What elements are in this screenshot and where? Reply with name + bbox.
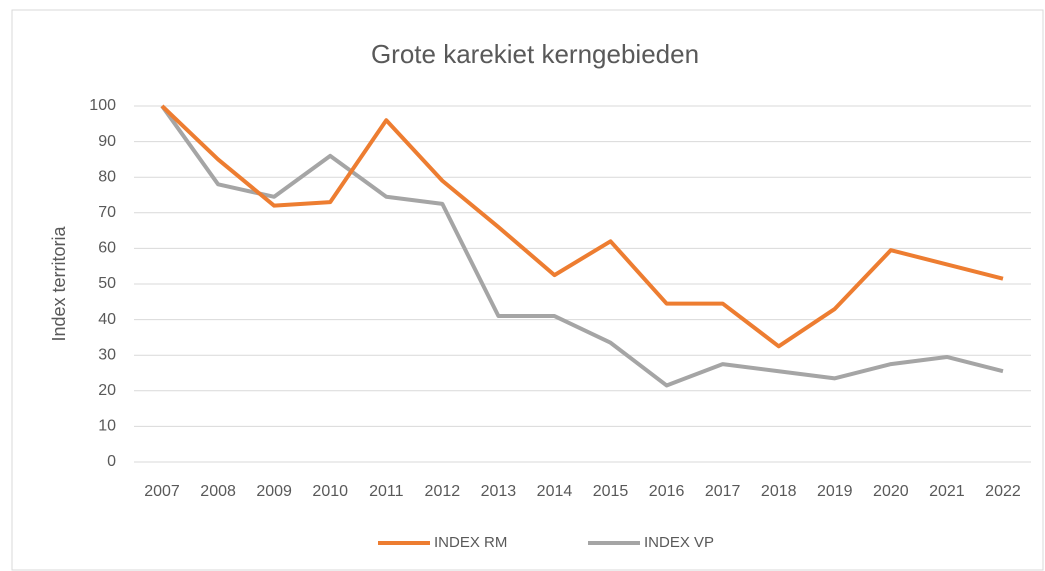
series-line [160,104,1004,388]
y-tick-label: 0 [107,453,116,470]
x-tick-label: 2022 [985,483,1021,500]
y-tick-label: 80 [98,168,116,185]
x-tick-label: 2007 [144,483,180,500]
chart-border [11,9,1044,571]
y-axis-title: Index territoria [49,225,69,341]
x-tick-label: 2010 [312,483,348,500]
x-tick-label: 2016 [649,483,685,500]
y-tick-label: 60 [98,240,116,257]
y-tick-label: 90 [98,133,116,150]
x-tick-label: 2020 [873,483,909,500]
x-tick-label: 2015 [593,483,629,500]
chart-title: Grote karekiet kerngebieden [371,39,699,69]
x-tick-label: 2009 [256,483,292,500]
legend-label: INDEX VP [644,534,714,551]
x-tick-label: 2012 [425,483,461,500]
y-tick-label: 100 [89,97,116,114]
x-tick-label: 2021 [929,483,965,500]
x-tick-label: 2008 [200,483,236,500]
x-tick-label: 2018 [761,483,797,500]
y-tick-label: 70 [98,204,116,221]
y-tick-label: 40 [98,311,116,328]
y-tick-label: 10 [98,418,116,435]
series-line [160,104,1004,349]
y-tick-label: 20 [98,382,116,399]
x-tick-label: 2011 [369,483,404,500]
legend-label: INDEX RM [434,534,507,551]
x-tick-label: 2017 [705,483,741,500]
y-tick-label: 30 [98,346,116,363]
y-tick-label: 50 [98,275,116,292]
x-tick-label: 2014 [537,483,573,500]
x-tick-label: 2013 [481,483,517,500]
x-tick-label: 2019 [817,483,853,500]
